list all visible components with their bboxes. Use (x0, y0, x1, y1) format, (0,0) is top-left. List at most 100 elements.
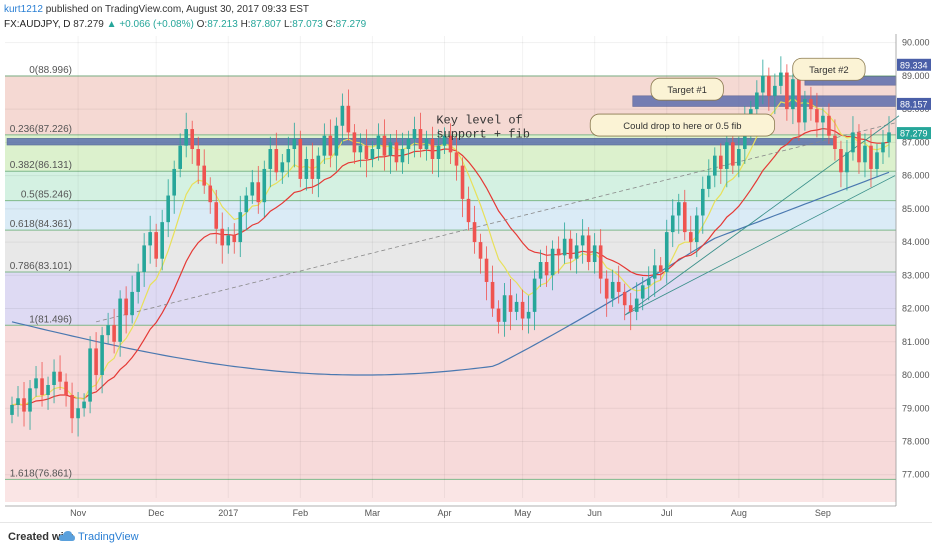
candle (490, 265, 495, 317)
price-label: 89.334 (900, 60, 928, 70)
candle (628, 292, 633, 331)
candle (328, 119, 333, 168)
candle (262, 160, 267, 218)
candle-body (574, 245, 579, 259)
candle-body (286, 149, 291, 163)
candle (737, 136, 741, 178)
x-tick-label: 2017 (218, 508, 238, 518)
candle (562, 222, 567, 264)
candle-body (364, 145, 369, 159)
candle (94, 332, 98, 390)
candle-body (815, 109, 819, 123)
candle-body (881, 142, 885, 153)
candle-body (568, 238, 573, 259)
candle-body (484, 258, 489, 282)
candle-body (316, 155, 321, 179)
candle-body (304, 158, 309, 179)
candle-body (184, 129, 189, 146)
candle-body (388, 142, 393, 156)
candle-body (88, 348, 92, 402)
candle (496, 300, 501, 334)
candle-body (887, 132, 891, 143)
candle-body (322, 135, 327, 156)
candle-body (436, 145, 441, 159)
x-tick-label: Aug (731, 508, 747, 518)
change-value: +0.066 (+0.08%) (119, 19, 194, 30)
candle-body (520, 301, 525, 319)
last-price: 87.279 (73, 19, 104, 30)
candle (502, 282, 507, 337)
candle (286, 136, 291, 178)
price-chart[interactable]: 0(88.996) 0.236(87.226) 0.382(86.131) 0.5(8… (0, 0, 932, 522)
candle-body (196, 149, 201, 166)
candle-body (610, 281, 615, 299)
tradingview-cloud-icon[interactable] (58, 529, 76, 543)
candle (22, 382, 26, 427)
candle (887, 116, 891, 158)
candle (454, 136, 459, 181)
candle (256, 165, 261, 214)
candle (670, 199, 675, 248)
candle-body (232, 235, 237, 243)
symbol-label[interactable]: FX:AUDJPY, D (4, 19, 71, 30)
candle-body (238, 212, 243, 243)
candle-body (442, 135, 447, 146)
candle-body (845, 152, 849, 173)
high-label: H: (240, 19, 251, 30)
candle-body (244, 195, 249, 213)
candle (424, 130, 429, 161)
price-label: 88.157 (900, 99, 928, 109)
author-link[interactable]: kurt1212 (4, 4, 43, 15)
candle-body (652, 265, 657, 279)
candle (472, 205, 477, 254)
candle-body (214, 202, 219, 229)
candle-body (334, 125, 339, 156)
candle (316, 147, 321, 198)
candle (304, 146, 309, 191)
candle (370, 140, 375, 168)
trendline-support-2 (624, 175, 896, 316)
y-tick-label: 84.000 (902, 237, 930, 247)
candle-body (358, 145, 363, 153)
candle (881, 130, 885, 164)
candle-body (556, 248, 561, 256)
candle (646, 266, 651, 301)
fib-band (5, 325, 896, 480)
candle (412, 116, 417, 158)
candle-body (682, 202, 687, 233)
candle (58, 355, 62, 390)
y-tick-label: 80.000 (902, 370, 930, 380)
candle-body (148, 232, 152, 246)
up-arrow-icon: ▲ (106, 19, 117, 30)
candle-body (412, 129, 417, 140)
candle-body (592, 245, 597, 263)
price-label: 87.279 (900, 129, 928, 139)
candle-body (202, 165, 207, 186)
candle-body (785, 72, 789, 110)
price-label-box (897, 58, 931, 71)
candle (298, 130, 303, 188)
candle (334, 117, 339, 171)
y-tick-label: 89.000 (902, 71, 930, 81)
fib-band (5, 230, 896, 272)
ema-slow-line (11, 171, 890, 376)
created-with-label: Created with (8, 531, 75, 543)
candle-body (791, 79, 795, 110)
candle (767, 67, 771, 111)
candle-body (508, 295, 513, 312)
candle-body (406, 139, 411, 150)
candle (112, 308, 116, 354)
candle-body (700, 188, 705, 216)
candle (773, 73, 777, 115)
candle-body (676, 202, 681, 216)
x-tick-label: Jun (587, 508, 602, 518)
candle-body (538, 262, 543, 279)
candle (34, 366, 38, 397)
candle-body (761, 75, 765, 93)
candle-body (779, 72, 783, 86)
candle (719, 143, 723, 184)
candle (28, 380, 32, 430)
tradingview-brand[interactable]: TradingView (78, 531, 139, 543)
x-tick-label: Jul (661, 508, 673, 518)
candle-body (394, 142, 399, 163)
